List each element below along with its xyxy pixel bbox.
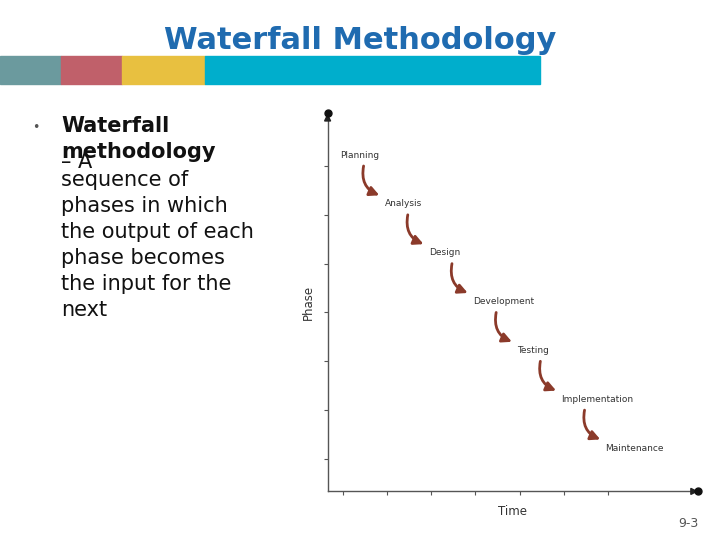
X-axis label: Time: Time xyxy=(498,504,528,518)
Text: •: • xyxy=(32,122,40,134)
Text: Design: Design xyxy=(428,248,460,257)
Text: Maintenance: Maintenance xyxy=(606,443,664,453)
Text: – A: – A xyxy=(61,152,92,172)
Text: Waterfall
methodology: Waterfall methodology xyxy=(61,116,216,161)
Text: Analysis: Analysis xyxy=(384,199,422,208)
Text: Waterfall Methodology: Waterfall Methodology xyxy=(164,26,556,55)
Text: Implementation: Implementation xyxy=(562,395,634,404)
Y-axis label: Phase: Phase xyxy=(302,285,315,320)
Bar xyxy=(122,56,205,84)
Text: Development: Development xyxy=(473,297,534,306)
Bar xyxy=(0,56,61,84)
Bar xyxy=(61,56,122,84)
Text: 9-3: 9-3 xyxy=(678,517,698,530)
Text: Chapter 9: Chapter 9 xyxy=(632,63,709,77)
Text: Planning: Planning xyxy=(341,151,379,160)
Bar xyxy=(205,56,540,84)
Text: Testing: Testing xyxy=(517,346,549,355)
Text: sequence of
phases in which
the output of each
phase becomes
the input for the
n: sequence of phases in which the output o… xyxy=(61,170,254,321)
